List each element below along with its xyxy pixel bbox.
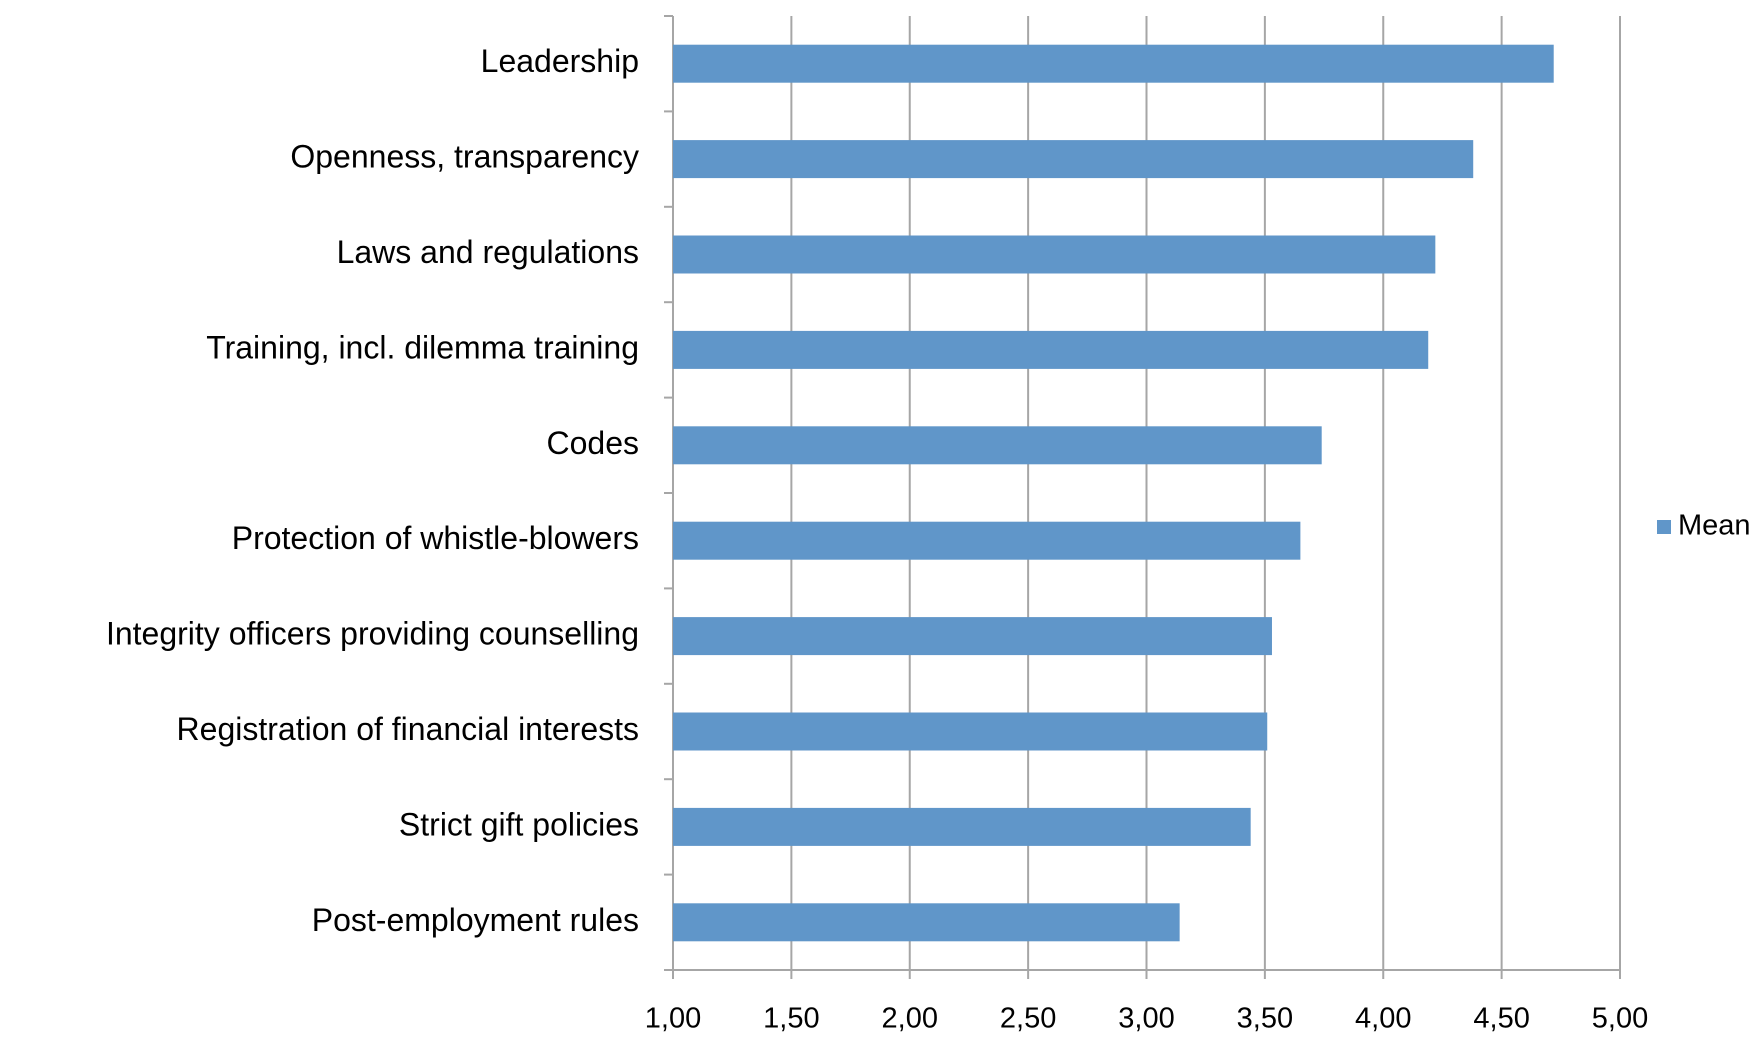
y-tick-label: Openness, transparency	[290, 139, 639, 175]
x-tick-label: 1,00	[645, 1003, 701, 1035]
bar	[673, 44, 1554, 83]
y-tick-label: Post-employment rules	[312, 902, 639, 938]
y-tick-label: Leadership	[481, 43, 639, 79]
bar	[673, 712, 1268, 751]
legend-swatch	[1657, 520, 1671, 534]
y-tick-label: Training, incl. dilemma training	[206, 329, 639, 365]
bar	[673, 140, 1474, 179]
legend-label: Mean	[1678, 510, 1751, 542]
x-tick-label: 2,50	[1000, 1003, 1056, 1035]
x-tick-label: 3,50	[1237, 1003, 1293, 1035]
y-tick-label: Laws and regulations	[337, 234, 639, 270]
y-tick-label: Registration of financial interests	[177, 711, 639, 747]
x-tick-label: 3,00	[1118, 1003, 1174, 1035]
x-tick-label: 1,50	[763, 1003, 819, 1035]
bar	[673, 807, 1251, 846]
y-tick-label: Codes	[547, 425, 640, 461]
bar	[673, 617, 1272, 656]
bar	[673, 521, 1301, 560]
bar	[673, 330, 1429, 369]
bar	[673, 903, 1180, 942]
y-tick-label: Protection of whistle-blowers	[232, 520, 639, 556]
x-tick-label: 4,50	[1473, 1003, 1529, 1035]
x-tick-label: 4,00	[1355, 1003, 1411, 1035]
y-tick-label: Integrity officers providing counselling	[106, 616, 639, 652]
y-tick-label: Strict gift policies	[399, 806, 639, 842]
x-tick-label: 2,00	[882, 1003, 938, 1035]
bar	[673, 426, 1322, 465]
x-tick-label: 5,00	[1592, 1003, 1648, 1035]
bar	[673, 235, 1436, 274]
